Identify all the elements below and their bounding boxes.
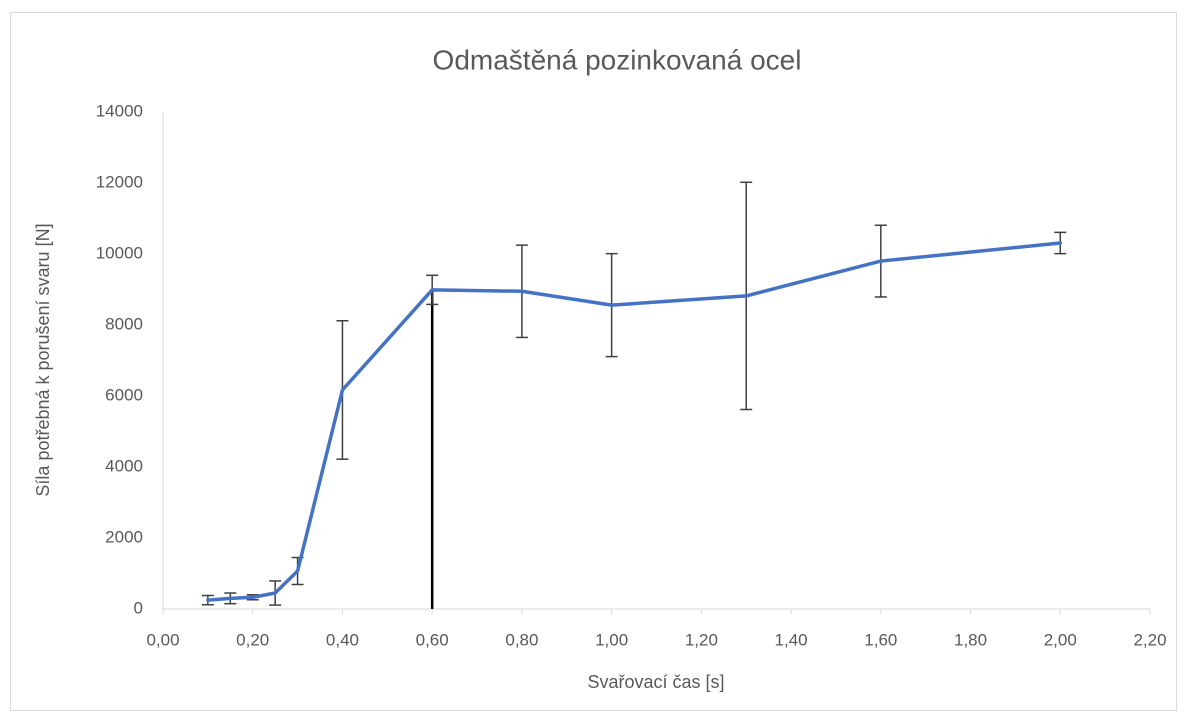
x-tick-label: 0,00: [146, 630, 179, 649]
x-tick-label: 0,20: [236, 630, 269, 649]
y-tick-label: 14000: [96, 101, 143, 120]
x-tick-label: 1,00: [595, 630, 628, 649]
y-tick-label: 8000: [105, 314, 143, 333]
y-tick-label: 12000: [96, 172, 143, 191]
x-tick-label: 1,40: [775, 630, 808, 649]
data-line: [206, 241, 1063, 602]
y-tick-label: 10000: [96, 243, 143, 262]
y-tick-label: 0: [134, 598, 143, 617]
chart-border: [10, 12, 1177, 711]
x-tick-label: 1,20: [685, 630, 718, 649]
y-axis-label: Síla potřebná k porušení svaru [N]: [33, 223, 53, 496]
x-tick-label: 0,40: [326, 630, 359, 649]
x-tick-label: 1,60: [864, 630, 897, 649]
x-tick-label: 1,80: [954, 630, 987, 649]
x-tick-label: 0,60: [416, 630, 449, 649]
chart-title: Odmaštěná pozinkovaná ocel: [433, 44, 802, 75]
x-tick-label: 2,20: [1133, 630, 1166, 649]
x-axis-label: Svařovací čas [s]: [587, 672, 724, 692]
x-tick-label: 0,80: [505, 630, 538, 649]
y-tick-label: 2000: [105, 527, 143, 546]
y-tick-label: 4000: [105, 456, 143, 475]
y-tick-label: 6000: [105, 385, 143, 404]
x-tick-label: 2,00: [1044, 630, 1077, 649]
